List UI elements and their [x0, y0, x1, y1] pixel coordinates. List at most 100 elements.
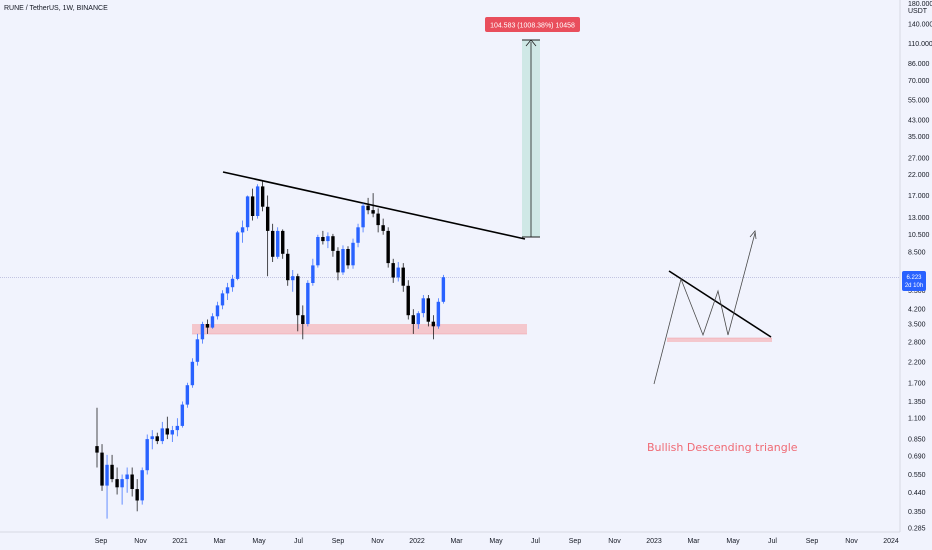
countdown-label: 2d 10h	[905, 283, 923, 289]
candle-body	[95, 446, 99, 453]
candle-body	[336, 250, 340, 273]
candle	[326, 232, 330, 249]
candle	[170, 425, 174, 442]
candle-body	[346, 249, 350, 266]
candle	[376, 208, 380, 233]
price-tick-label: 13.000	[908, 215, 930, 222]
price-tick-label: 35.000	[908, 134, 930, 141]
candle-body	[170, 430, 174, 435]
candle-body	[361, 205, 365, 228]
candle-body	[341, 249, 345, 273]
candle	[240, 220, 245, 243]
candle-body	[255, 186, 260, 216]
time-tick-label: May	[489, 538, 503, 545]
candle-body	[195, 339, 200, 362]
candle-body	[386, 230, 390, 264]
candle-body	[145, 439, 149, 471]
candle	[366, 197, 370, 215]
price-tick-label: 4.200	[908, 307, 926, 314]
price-tick-label: 17.000	[908, 193, 930, 200]
candle	[301, 305, 305, 340]
candle	[271, 223, 275, 262]
price-tick-label: 27.000	[908, 155, 930, 162]
price-tick-label: 0.440	[908, 490, 926, 497]
candle	[245, 195, 250, 231]
candle	[431, 315, 436, 340]
candles	[95, 180, 446, 519]
candle	[311, 258, 315, 286]
candle-body	[426, 298, 431, 322]
candle	[386, 227, 390, 268]
candle-body	[326, 236, 330, 242]
price-label: 6.223	[906, 275, 922, 281]
time-tick-label: Sep	[95, 538, 108, 545]
candle-body	[260, 186, 265, 207]
candle-body	[281, 230, 285, 254]
candle-body	[411, 315, 415, 324]
candle-body	[371, 210, 375, 214]
price-tick-label: 140.000	[908, 22, 932, 29]
price-tick-label: 110.000	[908, 41, 932, 48]
candle	[115, 467, 119, 495]
candle-body	[271, 230, 275, 257]
candle	[120, 474, 124, 505]
candle-body	[225, 287, 230, 294]
candle	[286, 249, 290, 286]
price-tick-label: 180.000	[908, 1, 932, 8]
candle-body	[265, 206, 270, 231]
time-tick-label: Sep	[569, 538, 582, 545]
candle	[160, 421, 164, 445]
candle-body	[100, 452, 104, 486]
measure-arrow-head	[525, 39, 537, 47]
candle-body	[230, 278, 235, 288]
candle	[230, 274, 235, 292]
candle-body	[240, 227, 245, 233]
candle-body	[416, 313, 420, 325]
candle-body	[135, 489, 139, 501]
candle-body	[276, 230, 280, 257]
price-tick-label: 55.000	[908, 98, 930, 105]
time-scale[interactable]: Sep Nov 2021 Mar May Jul Sep Nov 2022 Mar May Jul Se…	[95, 538, 899, 545]
triangle-illustration	[653, 230, 772, 385]
candle-body	[316, 237, 320, 266]
measure-label: 104.583 (1008.38%) 10458	[490, 23, 575, 30]
candle	[190, 358, 195, 388]
candle-body	[160, 428, 164, 442]
candle-body	[421, 298, 425, 314]
illustration-support-zone	[667, 338, 772, 342]
candle-body	[140, 470, 144, 501]
time-tick-label: Mar	[687, 538, 700, 545]
candle	[155, 432, 159, 445]
candle	[371, 193, 375, 218]
candle-body	[431, 321, 436, 327]
candle-body	[185, 385, 190, 405]
price-tick-label: 2.800	[908, 340, 926, 347]
candle	[185, 382, 190, 408]
price-tick-label: 0.690	[908, 454, 926, 461]
candle	[265, 195, 270, 277]
candle-body	[250, 196, 255, 216]
candle	[150, 430, 154, 450]
time-tick-label: Nov	[845, 538, 858, 545]
time-tick-label: Mar	[213, 538, 226, 545]
candle-body	[296, 276, 300, 316]
candle-body	[120, 479, 124, 488]
price-tick-label: 2.200	[908, 359, 926, 366]
candle-body	[351, 242, 355, 266]
time-tick-label: Jul	[294, 538, 303, 545]
candle-body	[190, 361, 195, 386]
candle-body	[406, 285, 410, 316]
candle	[406, 280, 410, 320]
price-tick-label: 8.500	[908, 249, 926, 256]
candle	[235, 230, 240, 281]
price-tick-label: 1.700	[908, 380, 926, 387]
candle	[381, 218, 385, 235]
candle	[135, 479, 139, 512]
candle	[260, 180, 265, 212]
candle	[351, 238, 355, 269]
candle-body	[396, 267, 400, 278]
candle-body	[376, 213, 380, 226]
price-scale[interactable]: 180.000 140.000 110.000 86.000 70.000 55.000 4…	[908, 1, 932, 532]
axis-lines	[0, 0, 901, 533]
